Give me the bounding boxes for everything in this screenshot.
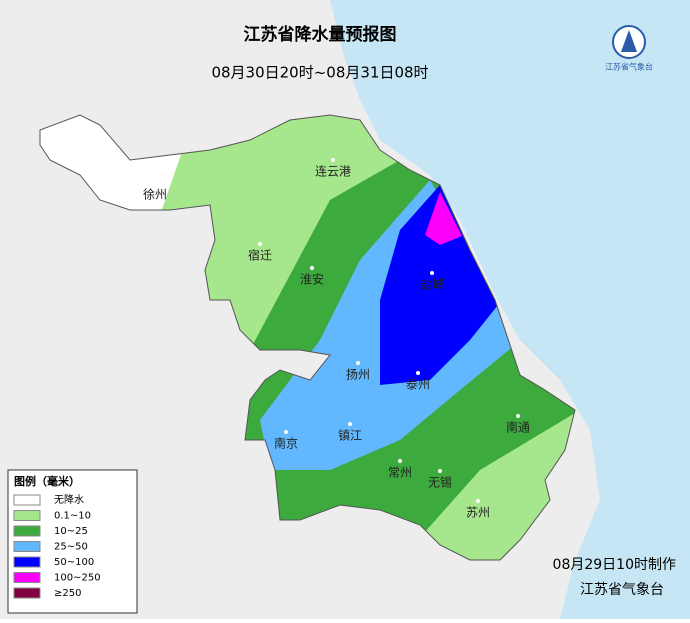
city-label: 苏州: [466, 506, 490, 520]
city-dot: [476, 499, 480, 503]
legend-swatch: [13, 572, 41, 583]
legend-swatch: [13, 587, 41, 599]
city-label: 连云港: [315, 164, 351, 179]
legend-label: 100~250: [54, 573, 101, 584]
city-label: 宿迁: [248, 248, 272, 263]
legend-label: 10~25: [54, 526, 88, 537]
made-time: 08月29日10时制作: [553, 557, 676, 573]
legend-title: 图例（毫米）: [14, 474, 80, 488]
logo-icon: [621, 30, 637, 52]
sea: [330, 0, 690, 619]
city-dot: [356, 361, 360, 365]
legend-swatch: [13, 556, 41, 568]
city-dot: [438, 469, 442, 473]
city-dot: [153, 181, 157, 185]
city-label: 常州: [388, 466, 412, 480]
legend-label: 50~100: [54, 557, 94, 568]
city-dot: [331, 158, 335, 162]
city-label: 镇江: [338, 429, 362, 443]
city-dot: [348, 422, 352, 426]
city-dot: [258, 242, 262, 246]
legend-label: 无降水: [54, 493, 84, 506]
city-dot: [310, 266, 314, 270]
legend-label: 0.1~10: [54, 511, 91, 522]
city-label: 南京: [274, 436, 298, 451]
agency: 江苏省气象台: [580, 582, 664, 598]
city-dot: [516, 414, 520, 418]
legend-swatch: [13, 510, 41, 521]
legend-label: ≥250: [54, 588, 81, 599]
city-label: 泰州: [406, 378, 430, 392]
city-label: 扬州: [346, 367, 370, 382]
legend-swatch: [13, 525, 41, 537]
city-label: 盐城: [420, 278, 444, 292]
legend-swatch: [13, 494, 41, 506]
city-dot: [284, 430, 288, 434]
city-label: 淮安: [300, 272, 324, 287]
rain-zone: [425, 192, 462, 245]
city-dot: [430, 271, 434, 275]
city-dot: [398, 459, 402, 463]
title: 江苏省降水量预报图: [244, 24, 397, 45]
logo-text: 江苏省气象台: [605, 62, 653, 72]
city-dot: [416, 371, 420, 375]
city-label: 徐州: [143, 187, 167, 202]
subtitle: 08月30日20时~08月31日08时: [211, 64, 428, 82]
legend-label: 25~50: [54, 542, 88, 553]
legend-swatch: [13, 541, 41, 552]
rain-zone: [380, 185, 498, 385]
city-label: 无锡: [428, 475, 452, 490]
city-label: 南通: [506, 420, 530, 435]
